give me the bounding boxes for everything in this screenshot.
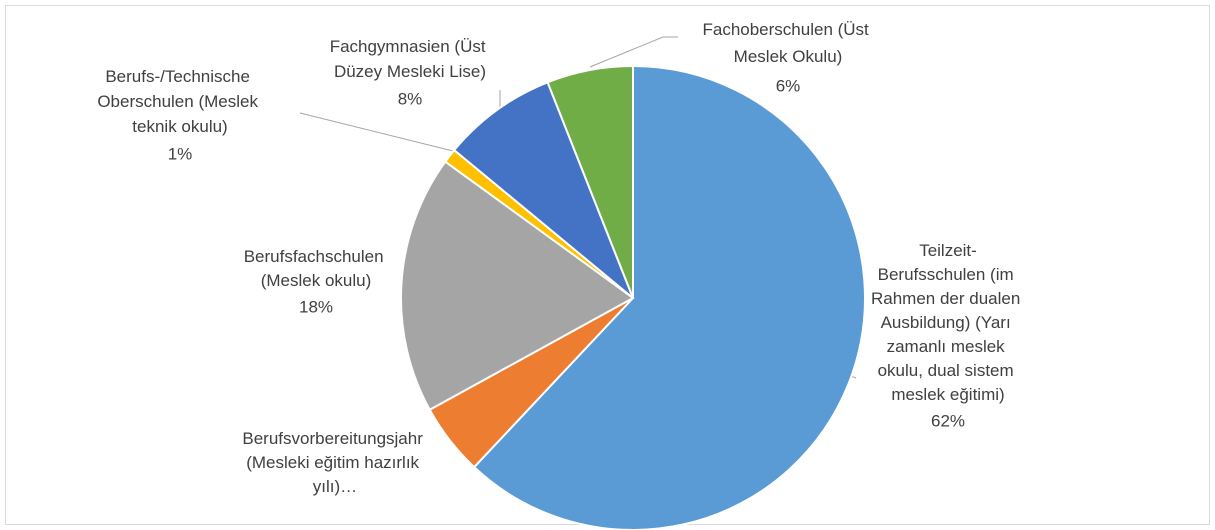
data-label: Fachoberschulen (Üst Meslek Okulu) [702,20,873,66]
label-line: Berufsvorbereitungsjahr [242,429,427,448]
label-line: Meslek Okulu) [734,47,843,66]
data-label: Berufsvorbereitungsjahr (Mesleki eğitim … [242,429,427,496]
data-label: Fachgymnasien (Üst Düzey Mesleki Lise) [330,37,491,81]
leader-line [589,36,678,68]
label-line: Düzey Mesleki Lise) [334,62,486,81]
leader-line [299,112,458,153]
label-line: Rahmen der dualen [871,289,1025,308]
label-line: zamanlı meslek [887,337,1010,356]
label-line: Fachoberschulen (Üst [702,20,873,39]
data-label: Berufs-/Technische Oberschulen (Meslek t… [97,67,262,136]
label-line: okulu, dual sistem [878,361,1019,380]
label-line: (Mesleki eğitim hazırlık [246,453,424,472]
data-label-value: 1% [168,144,193,163]
label-line: Fachgymnasien (Üst [330,37,491,56]
data-label: Teilzeit- Berufsschulen (im Rahmen der du… [871,241,1025,404]
label-line: yılı)… [313,477,357,496]
label-line: Teilzeit- [919,241,977,260]
data-label-value: 6% [776,76,801,95]
label-line: Ausbildung) (Yarı [881,313,1016,332]
pie-slice [546,64,634,299]
data-label: Berufsfachschulen (Meslek okulu) [244,247,389,290]
label-line: (Meslek okulu) [261,271,372,290]
data-label-value: 8% [398,89,423,108]
pie-slice [452,80,634,299]
label-line: Berufsfachschulen [244,247,389,266]
pie-slice [400,160,635,412]
label-line: Berufs-/Technische [105,67,254,86]
label-line: teknik okulu) [132,117,227,136]
data-label-value: 62% [931,411,965,430]
data-label-value: 18% [299,297,333,316]
label-line: Oberschulen (Meslek [97,92,262,111]
label-line: meslek eğitimi) [891,385,1004,404]
label-line: Berufsschulen (im [878,265,1019,284]
pie-slice [472,64,866,530]
